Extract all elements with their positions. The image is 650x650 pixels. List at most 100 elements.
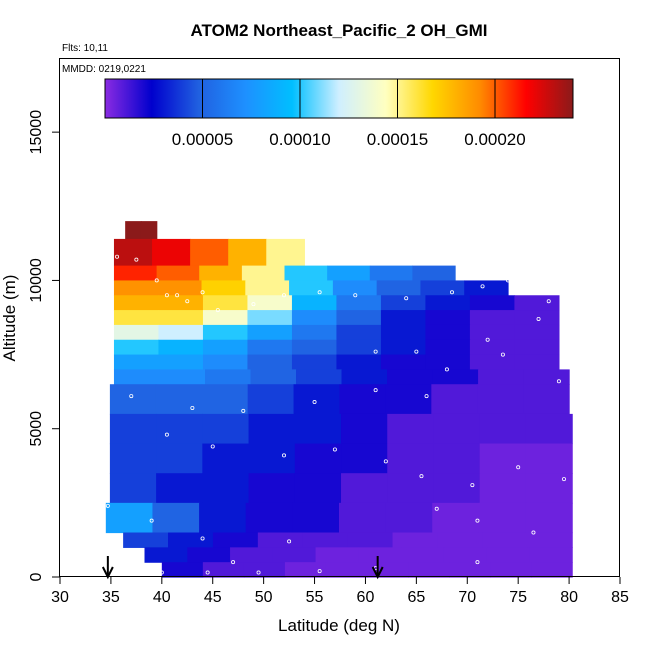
heatmap-cell xyxy=(109,413,157,445)
heatmap-cell xyxy=(125,221,142,240)
heatmap-cell xyxy=(140,221,158,240)
heatmap-cell xyxy=(385,384,432,415)
sample-point xyxy=(281,293,286,298)
sample-point xyxy=(373,349,378,354)
colorbar-tick-label: 0.00020 xyxy=(464,130,525,149)
heatmap-cell xyxy=(376,280,422,296)
heatmap-cell xyxy=(449,562,491,578)
heatmap-cell xyxy=(289,280,334,296)
heatmap xyxy=(105,221,573,578)
heatmap-cell xyxy=(341,473,388,504)
heatmap-cell xyxy=(156,413,203,445)
heatmap-cell xyxy=(294,473,342,504)
sample-point xyxy=(404,296,409,301)
x-axis: 30 35 40 45 50 55 60 65 70 75 80 85 xyxy=(51,577,629,606)
heatmap-cell xyxy=(479,443,527,474)
heatmap-cell xyxy=(433,473,481,504)
sample-points xyxy=(105,254,567,575)
heatmap-cell xyxy=(202,324,249,341)
heatmap-cell xyxy=(347,532,394,548)
heatmap-cell xyxy=(529,547,573,563)
sample-point xyxy=(505,278,510,283)
heatmap-cell xyxy=(161,562,204,578)
heatmap-cell xyxy=(332,280,378,296)
heatmap-cell xyxy=(420,280,465,296)
y-axis: 0 5000 10000 15000 xyxy=(28,110,60,581)
heatmap-cell xyxy=(113,310,160,326)
x-tick-label: 35 xyxy=(102,589,120,606)
sample-point xyxy=(444,367,449,372)
heatmap-cell xyxy=(437,532,483,548)
heatmap-cell xyxy=(291,295,338,311)
heatmap-cell xyxy=(525,443,573,474)
heatmap-cell xyxy=(159,369,206,385)
sample-point xyxy=(475,518,480,523)
heatmap-cell xyxy=(202,310,249,326)
sample-point xyxy=(210,444,215,449)
heatmap-cell xyxy=(109,473,157,504)
heatmap-cell xyxy=(187,547,231,563)
heatmap-cell xyxy=(291,354,338,370)
colorbar-tick-label: 0.00015 xyxy=(367,130,428,149)
heatmap-cell xyxy=(527,532,573,548)
sample-point xyxy=(134,257,139,262)
heatmap-cell xyxy=(358,547,402,563)
heatmap-cell xyxy=(168,532,214,548)
sample-point xyxy=(556,379,561,384)
heatmap-cell xyxy=(525,473,573,504)
heatmap-cell xyxy=(109,443,157,474)
heatmap-cell xyxy=(291,310,338,326)
heatmap-cell xyxy=(243,562,286,578)
heatmap-cell xyxy=(315,547,359,563)
plot-frame xyxy=(59,58,620,577)
sample-point xyxy=(500,352,505,357)
sample-point xyxy=(516,465,521,470)
heatmap-cell xyxy=(486,547,530,563)
heatmap-cell xyxy=(341,413,388,445)
heatmap-cell xyxy=(158,295,204,311)
heatmap-cell xyxy=(250,369,297,385)
sample-point xyxy=(475,560,480,565)
heatmap-cell xyxy=(387,443,435,474)
heatmap-cell xyxy=(523,384,570,415)
x-tick-label: 85 xyxy=(611,589,629,606)
sample-point xyxy=(480,284,485,289)
chart-title: ATOM2 Northeast_Pacific_2 OH_GMI xyxy=(191,21,488,40)
heatmap-cell xyxy=(514,339,560,356)
sample-point xyxy=(312,400,317,405)
sample-point xyxy=(419,474,424,479)
y-axis-label: Altitude (m) xyxy=(0,275,19,362)
heatmap-cell xyxy=(113,354,160,370)
heatmap-cell xyxy=(266,238,305,267)
heatmap-cell xyxy=(478,369,525,385)
colorbar: 0.00005 0.00010 0.00015 0.00020 xyxy=(104,78,574,149)
heatmap-cell xyxy=(248,443,296,474)
x-tick-label: 70 xyxy=(458,589,476,606)
x-tick-label: 80 xyxy=(560,589,578,606)
heatmap-cell xyxy=(190,238,229,267)
heatmap-cell xyxy=(245,502,293,534)
heatmap-cell xyxy=(202,295,249,311)
heatmap-cell xyxy=(525,502,573,534)
heatmap-cell xyxy=(113,280,159,296)
heatmap-cell xyxy=(202,473,250,504)
heatmap-cell xyxy=(479,413,527,445)
sample-point xyxy=(231,560,236,565)
heatmap-cell xyxy=(325,562,368,578)
sample-point xyxy=(205,570,210,575)
sample-point xyxy=(373,388,378,393)
sample-point xyxy=(536,316,541,321)
sample-point xyxy=(562,477,567,482)
colorbar-tick-label: 0.00005 xyxy=(172,130,233,149)
heatmap-cell xyxy=(212,532,259,548)
heatmap-cell xyxy=(228,238,267,267)
heatmap-cell xyxy=(469,310,516,326)
heatmap-cell xyxy=(199,502,247,534)
heatmap-cell xyxy=(425,310,471,326)
heatmap-cell xyxy=(432,369,479,385)
sample-point xyxy=(200,536,205,541)
heatmap-cell xyxy=(152,502,200,534)
heatmap-cell xyxy=(291,324,338,341)
heatmap-cell xyxy=(293,384,341,415)
heatmap-cell xyxy=(113,339,160,356)
